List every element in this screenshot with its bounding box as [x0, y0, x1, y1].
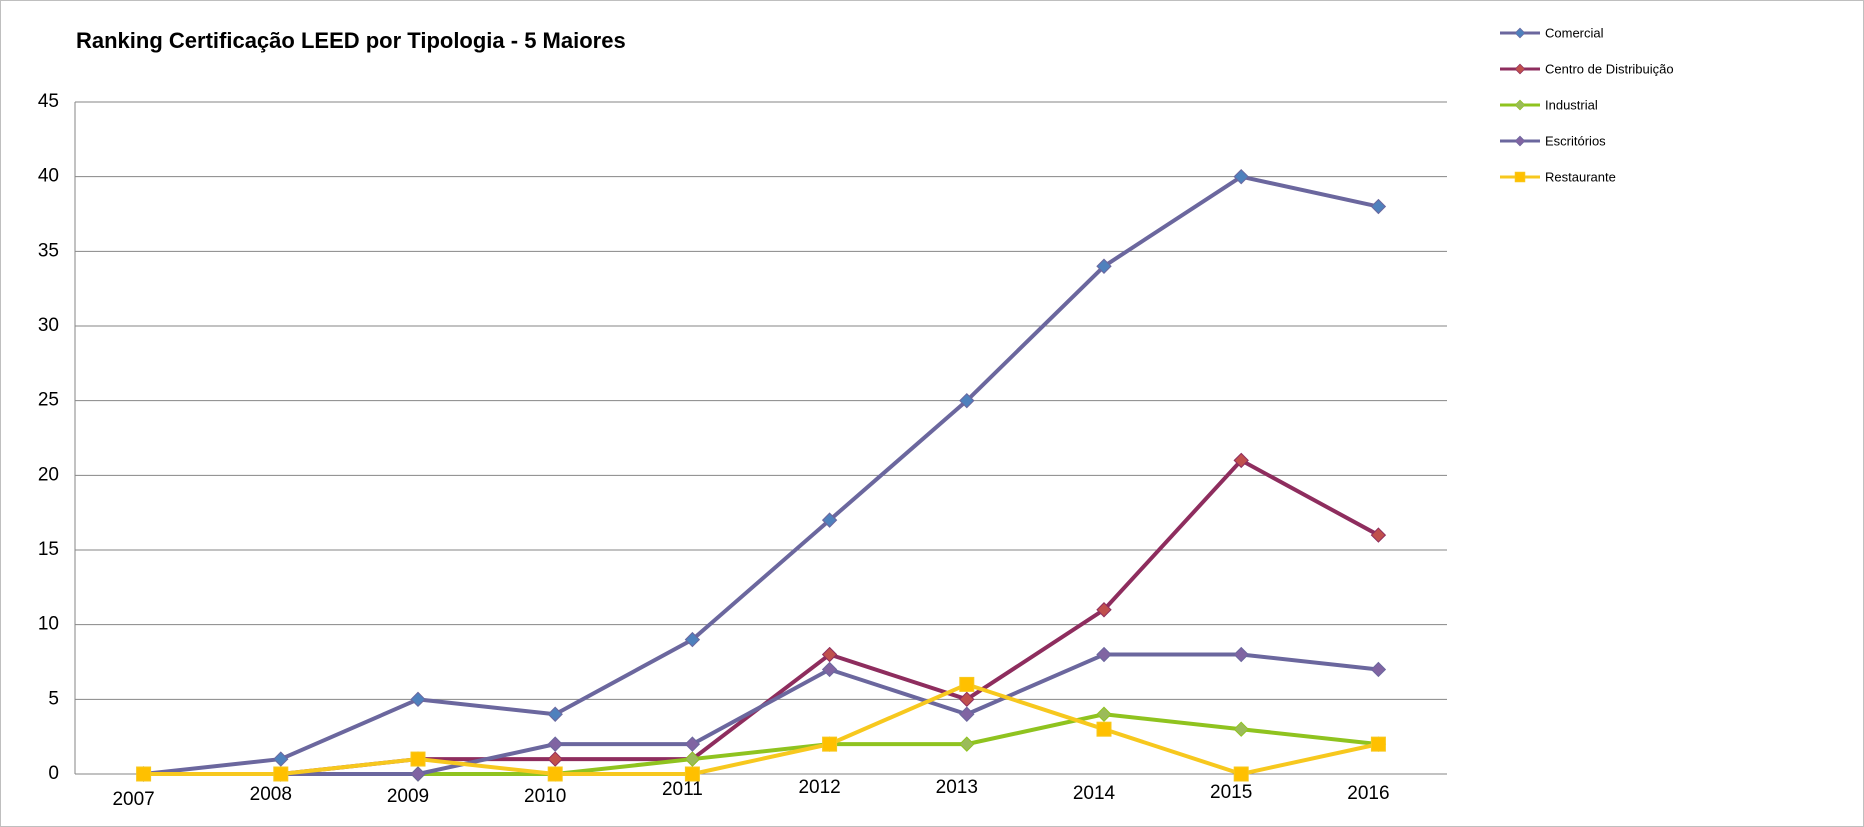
x-tick-label: 2012: [798, 777, 840, 798]
marker: [410, 691, 426, 708]
marker: [684, 751, 701, 767]
x-tick-label: 2014: [1073, 783, 1116, 804]
x-tick-label: 2007: [112, 789, 154, 810]
legend-label: Comercial: [1545, 25, 1604, 40]
y-tick-label: 25: [38, 390, 59, 411]
marker: [684, 766, 700, 782]
marker: [1233, 452, 1249, 469]
legend-label: Industrial: [1545, 97, 1598, 112]
legend-marker: [1514, 27, 1526, 39]
legend-marker: [1514, 171, 1526, 183]
marker: [1370, 198, 1387, 215]
marker: [959, 706, 975, 722]
x-tick-label: 2008: [250, 784, 292, 805]
y-tick-label: 5: [48, 688, 59, 709]
x-tick-label: 2009: [387, 786, 429, 807]
marker: [1096, 706, 1112, 722]
marker: [410, 751, 426, 767]
marker: [1096, 721, 1112, 737]
marker: [822, 736, 838, 752]
y-tick-label: 0: [48, 763, 59, 784]
legend-label: Escritórios: [1545, 133, 1606, 148]
marker: [1096, 602, 1112, 618]
marker: [959, 736, 975, 752]
y-tick-label: 45: [38, 91, 59, 112]
y-tick-label: 40: [38, 166, 59, 187]
legend-label: Centro de Distribuição: [1545, 61, 1674, 76]
marker: [1233, 168, 1249, 185]
marker: [1370, 527, 1387, 543]
series-line: [143, 174, 1379, 776]
marker: [1370, 736, 1386, 752]
marker: [1096, 646, 1112, 663]
marker: [410, 766, 426, 782]
legend-label: Restaurante: [1545, 169, 1616, 184]
x-tick-label: 2010: [524, 786, 566, 807]
marker: [1233, 766, 1249, 782]
marker: [959, 392, 975, 409]
legend-marker: [1514, 135, 1526, 147]
marker: [273, 751, 289, 767]
marker: [959, 676, 975, 692]
marker: [821, 646, 838, 663]
marker: [684, 631, 701, 648]
marker: [821, 512, 838, 528]
legend-marker: [1514, 99, 1526, 111]
marker: [547, 706, 563, 722]
marker: [959, 691, 975, 708]
marker: [821, 661, 838, 678]
x-tick-label: 2013: [936, 777, 978, 798]
y-tick-label: 20: [38, 464, 59, 485]
marker: [547, 736, 563, 752]
marker: [547, 751, 563, 767]
y-tick-label: 35: [38, 240, 59, 261]
marker: [136, 766, 152, 782]
marker: [273, 766, 289, 782]
y-tick-label: 30: [38, 315, 59, 336]
x-tick-label: 2016: [1347, 783, 1389, 804]
series-line: [143, 652, 1379, 776]
marker: [1370, 661, 1387, 678]
y-tick-label: 10: [38, 614, 59, 635]
y-tick-label: 15: [38, 539, 59, 560]
marker: [1233, 721, 1249, 737]
marker: [1096, 258, 1112, 274]
series-line: [143, 682, 1379, 776]
marker: [684, 736, 701, 752]
legend-marker: [1514, 63, 1526, 75]
marker: [547, 766, 563, 782]
x-tick-label: 2015: [1210, 782, 1252, 803]
x-tick-label: 2011: [662, 779, 703, 800]
marker: [1233, 646, 1249, 663]
chart-title: Ranking Certificação LEED por Tipologia …: [76, 28, 626, 53]
